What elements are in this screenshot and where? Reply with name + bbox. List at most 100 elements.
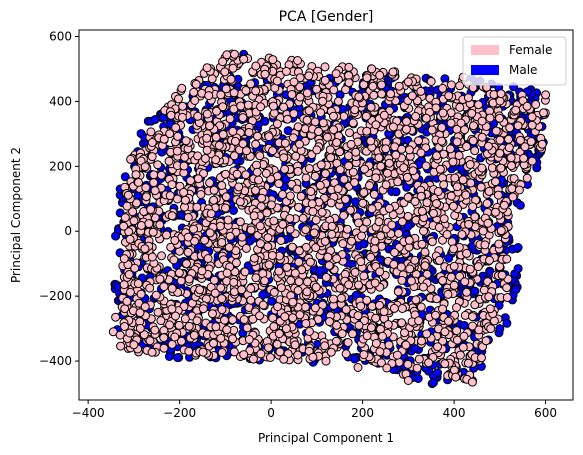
scatter-point bbox=[281, 66, 291, 76]
scatter-point bbox=[397, 318, 407, 328]
scatter-point bbox=[433, 187, 443, 196]
scatter-point bbox=[481, 336, 491, 346]
scatter-point bbox=[371, 313, 381, 323]
scatter-point bbox=[389, 259, 399, 269]
scatter-point bbox=[261, 168, 271, 178]
scatter-point bbox=[339, 211, 349, 220]
scatter-point bbox=[440, 327, 450, 337]
scatter-point bbox=[359, 271, 369, 281]
scatter-point bbox=[290, 340, 300, 350]
scatter-point bbox=[366, 136, 376, 146]
scatter-point bbox=[321, 356, 331, 366]
scatter-point bbox=[377, 89, 387, 99]
scatter-point bbox=[140, 244, 150, 254]
scatter-point bbox=[200, 154, 210, 163]
scatter-point bbox=[241, 86, 251, 95]
scatter-point bbox=[192, 316, 202, 326]
scatter-point bbox=[122, 201, 132, 211]
scatter-point bbox=[386, 89, 396, 99]
scatter-point bbox=[411, 295, 421, 305]
scatter-point bbox=[474, 100, 483, 110]
scatter-point bbox=[320, 75, 330, 85]
scatter-point bbox=[304, 71, 314, 81]
scatter-point bbox=[289, 77, 299, 87]
scatter-point bbox=[361, 111, 371, 121]
scatter-point bbox=[153, 307, 163, 317]
scatter-point bbox=[198, 304, 208, 314]
scatter-point bbox=[177, 336, 186, 346]
scatter-point bbox=[225, 231, 235, 241]
scatter-point bbox=[144, 219, 154, 229]
scatter-point bbox=[452, 182, 462, 192]
scatter-point bbox=[208, 309, 217, 319]
scatter-point bbox=[476, 182, 486, 192]
scatter-point bbox=[228, 315, 238, 325]
scatter-point bbox=[216, 333, 226, 343]
scatter-point bbox=[128, 207, 138, 217]
scatter-point bbox=[155, 274, 165, 284]
scatter-point bbox=[446, 80, 456, 90]
scatter-point bbox=[384, 340, 394, 350]
scatter-point bbox=[511, 105, 521, 115]
scatter-point bbox=[520, 142, 530, 152]
scatter-point bbox=[422, 269, 432, 279]
scatter-point bbox=[141, 192, 151, 202]
scatter-point bbox=[295, 73, 305, 83]
scatter-point bbox=[513, 264, 523, 274]
scatter-point bbox=[486, 324, 496, 334]
scatter-point bbox=[290, 268, 300, 278]
scatter-point bbox=[248, 354, 258, 364]
scatter-point bbox=[216, 90, 226, 100]
scatter-point bbox=[189, 330, 199, 340]
scatter-point bbox=[502, 254, 512, 264]
scatter-point bbox=[218, 130, 228, 139]
scatter-point bbox=[531, 100, 541, 109]
scatter-point bbox=[286, 276, 296, 285]
scatter-point bbox=[190, 96, 200, 105]
scatter-point bbox=[177, 83, 187, 93]
scatter-point bbox=[229, 205, 238, 215]
scatter-point bbox=[432, 199, 441, 209]
scatter-point bbox=[444, 91, 454, 101]
scatter-point bbox=[462, 287, 472, 297]
scatter-point bbox=[329, 111, 338, 121]
scatter-point bbox=[180, 195, 190, 205]
scatter-point bbox=[465, 160, 475, 169]
scatter-point bbox=[256, 239, 265, 249]
scatter-point bbox=[239, 350, 249, 360]
scatter-point bbox=[426, 77, 436, 86]
scatter-point bbox=[189, 224, 198, 234]
scatter-point bbox=[480, 240, 490, 250]
scatter-point bbox=[452, 137, 462, 147]
scatter-point bbox=[174, 94, 183, 104]
scatter-point bbox=[280, 164, 290, 174]
scatter-point bbox=[515, 200, 525, 210]
scatter-point bbox=[316, 108, 326, 118]
scatter-point bbox=[539, 108, 548, 118]
scatter-point bbox=[365, 181, 374, 190]
scatter-point bbox=[326, 153, 336, 163]
series-female bbox=[108, 49, 551, 387]
scatter-point bbox=[437, 123, 447, 132]
scatter-point bbox=[220, 67, 230, 77]
scatter-point bbox=[502, 283, 512, 293]
scatter-point bbox=[515, 135, 525, 145]
scatter-point bbox=[336, 293, 346, 303]
scatter-point bbox=[451, 372, 461, 382]
scatter-point bbox=[246, 225, 256, 235]
scatter-point bbox=[371, 338, 381, 348]
scatter-point bbox=[444, 316, 453, 326]
scatter-point bbox=[321, 169, 330, 179]
scatter-point bbox=[183, 213, 193, 222]
scatter-point bbox=[527, 156, 537, 166]
scatter-point bbox=[209, 185, 219, 195]
scatter-point bbox=[120, 172, 130, 182]
scatter-point bbox=[357, 231, 367, 241]
scatter-point bbox=[338, 239, 348, 249]
scatter-point bbox=[433, 342, 442, 352]
scatter-point bbox=[470, 212, 480, 222]
scatter-point bbox=[165, 191, 175, 201]
scatter-point bbox=[421, 161, 431, 171]
scatter-point bbox=[111, 231, 121, 241]
